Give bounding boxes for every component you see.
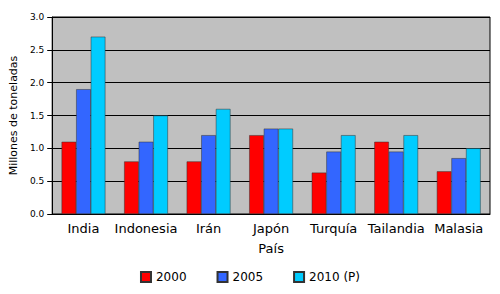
svg-text:0.0: 0.0 xyxy=(30,209,45,219)
svg-text:Millones de toneladas: Millones de toneladas xyxy=(7,55,20,175)
svg-text:India: India xyxy=(68,221,100,236)
svg-text:Tailandia: Tailandia xyxy=(367,221,425,236)
svg-text:2.5: 2.5 xyxy=(30,45,44,55)
svg-text:Indonesia: Indonesia xyxy=(115,221,178,236)
svg-text:2000: 2000 xyxy=(156,270,187,284)
svg-text:Malasia: Malasia xyxy=(434,221,483,236)
svg-text:2010 (P): 2010 (P) xyxy=(309,270,360,284)
svg-text:Japón: Japón xyxy=(252,221,289,236)
svg-text:2005: 2005 xyxy=(233,270,264,284)
svg-text:3.0: 3.0 xyxy=(30,12,45,22)
svg-text:1.0: 1.0 xyxy=(30,143,45,153)
svg-text:0.5: 0.5 xyxy=(30,176,44,186)
svg-text:País: País xyxy=(258,241,284,256)
svg-text:2.0: 2.0 xyxy=(30,78,45,88)
svg-text:Irán: Irán xyxy=(196,221,221,236)
svg-text:1.5: 1.5 xyxy=(30,111,44,121)
svg-text:Turquía: Turquía xyxy=(309,221,357,236)
